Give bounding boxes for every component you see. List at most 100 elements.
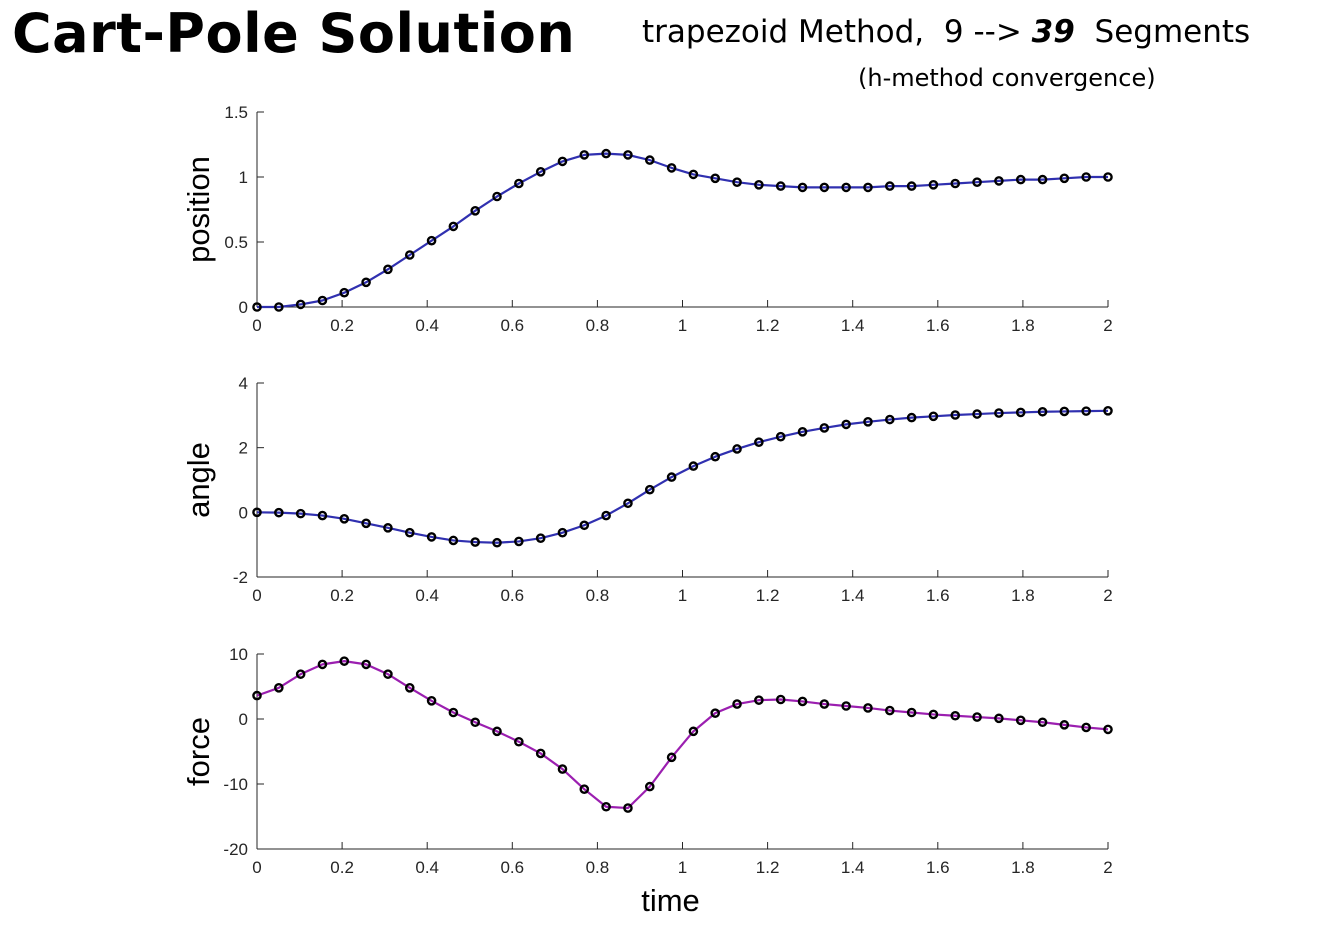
angle-data-point	[928, 411, 939, 422]
angle-data-point	[623, 498, 633, 509]
force-x-tick-label: 2	[1103, 858, 1112, 877]
position-data-point	[1015, 174, 1026, 185]
position-data-point	[688, 169, 699, 180]
force-data-point	[950, 710, 961, 721]
position-y-tick-label: 0.5	[224, 233, 248, 252]
position-y-tick-label: 1	[239, 168, 248, 187]
force-data-point	[339, 656, 350, 666]
angle-x-tick-label: 0.2	[330, 586, 354, 605]
angle-x-tick-label: 1.8	[1011, 586, 1035, 605]
position-data-point	[797, 182, 808, 193]
angle-data-point	[514, 536, 524, 547]
angle-data-point	[601, 510, 611, 521]
position-x-tick-label: 0.8	[586, 316, 610, 335]
force-series-line	[256, 660, 1109, 810]
force-data-point	[470, 717, 481, 728]
angle-data-point	[797, 427, 808, 437]
position-data-point	[361, 277, 371, 288]
position-data-point	[252, 302, 262, 312]
position-data-point	[1081, 172, 1091, 182]
position-y-tick-label: 0	[239, 298, 248, 317]
position-data-point	[841, 182, 851, 193]
force-data-point	[666, 752, 677, 763]
force-y-tick-label: 0	[239, 710, 248, 729]
position-data-point	[819, 182, 830, 193]
angle-data-point	[906, 412, 917, 423]
angle-data-point	[448, 535, 459, 546]
position-data-point	[775, 181, 786, 191]
position-data-point	[535, 166, 546, 177]
force-x-label: time	[641, 883, 700, 918]
force-data-point	[426, 696, 437, 706]
force-x-tick-label: 1.2	[756, 858, 780, 877]
segments-word: Segments	[1094, 14, 1251, 50]
angle-x-tick-label: 0.6	[500, 586, 524, 605]
position-x-tick-label: 0.6	[500, 316, 524, 335]
force-data-point	[492, 726, 502, 737]
angle-x-tick-label: 0.4	[415, 586, 439, 605]
angle-data-point	[404, 527, 415, 538]
angle-y-tick-label: 0	[239, 503, 248, 522]
force-data-point	[1037, 717, 1048, 728]
force-data-point	[863, 703, 873, 713]
force-panel: 0 0.2 0.4 0.6 0.8 1 1.2 1.4 1.6 1.8 2 -20 -10 0 10 forc…	[181, 645, 1113, 918]
angle-x-tick-label: 1.6	[926, 586, 950, 605]
force-data-point	[972, 712, 982, 722]
angle-data-point	[994, 408, 1004, 418]
position-x-tick-label: 1	[678, 316, 687, 335]
force-data-point	[448, 707, 459, 718]
angle-data-point	[710, 451, 721, 462]
position-data-point	[1037, 174, 1048, 185]
force-data-point	[252, 690, 262, 701]
force-data-point	[404, 683, 415, 693]
angle-data-point	[972, 409, 982, 419]
chart-note: (h-method convergence)	[858, 64, 1156, 92]
force-y-tick-label: -10	[223, 775, 248, 794]
angle-y-tick-label: -2	[233, 568, 248, 587]
force-x-tick-label: 0.8	[586, 858, 610, 877]
angle-data-point	[470, 537, 481, 547]
force-x-tick-label: 0.6	[500, 858, 524, 877]
position-data-point	[295, 299, 306, 310]
force-x-tick-label: 0.2	[330, 858, 354, 877]
angle-x-tick-label: 2	[1103, 586, 1112, 605]
angle-x-tick-label: 1.4	[841, 586, 865, 605]
angle-data-point	[317, 510, 328, 521]
position-x-tick-label: 2	[1103, 316, 1112, 335]
force-data-point	[754, 695, 764, 705]
force-data-point	[579, 784, 590, 795]
angle-data-point	[775, 431, 786, 442]
position-data-point	[710, 173, 721, 184]
angle-data-point	[885, 414, 895, 425]
position-data-point	[317, 295, 328, 306]
position-data-point	[1059, 173, 1070, 184]
force-data-point	[841, 701, 851, 711]
position-data-point	[994, 176, 1004, 186]
position-data-point	[492, 191, 502, 202]
position-x-tick-label: 1.4	[841, 316, 865, 335]
force-data-point	[819, 699, 830, 709]
force-data-point	[623, 803, 633, 813]
angle-y-label: angle	[181, 442, 216, 518]
angle-x-tick-label: 0	[252, 586, 261, 605]
force-data-point	[644, 781, 655, 792]
position-data-point	[950, 178, 961, 189]
position-data-point	[623, 150, 633, 160]
position-data-point	[863, 182, 873, 193]
position-x-tick-label: 1.6	[926, 316, 950, 335]
position-data-point	[274, 302, 284, 312]
position-y-tick-label: 1.5	[224, 103, 248, 122]
position-data-point	[557, 156, 568, 167]
force-data-point	[317, 659, 328, 670]
force-data-point	[688, 726, 699, 737]
force-data-point	[601, 801, 611, 812]
position-x-tick-label: 0.2	[330, 316, 354, 335]
angle-data-point	[339, 514, 350, 524]
segments-from: 9 -->	[943, 14, 1022, 50]
angle-data-point	[754, 437, 764, 447]
angle-data-point	[1059, 406, 1070, 417]
angle-data-point	[492, 537, 502, 548]
angle-x-tick-label: 1	[678, 586, 687, 605]
force-x-tick-label: 0	[252, 858, 261, 877]
